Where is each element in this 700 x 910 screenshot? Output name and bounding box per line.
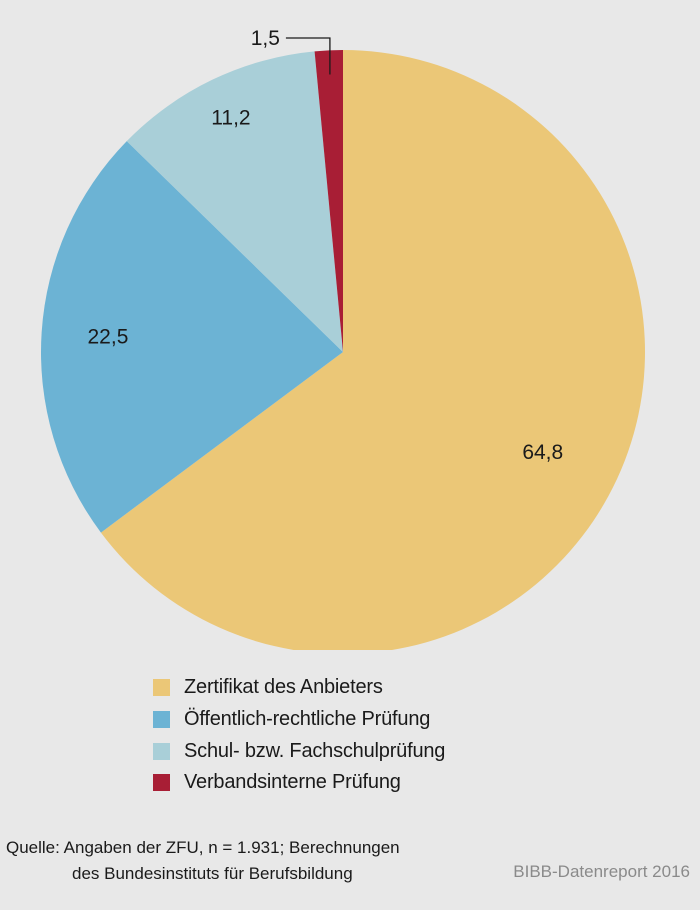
legend-item: Zertifikat des Anbieters	[153, 672, 445, 704]
pie-slice	[100, 50, 645, 650]
legend-item: Schul- bzw. Fachschulprüfung	[153, 735, 445, 767]
legend-item: Öffentlich-rechtliche Prüfung	[153, 704, 445, 736]
source-line: Quelle: Angaben der ZFU, n = 1.931; Bere…	[6, 838, 400, 857]
legend-swatch	[153, 679, 170, 697]
pie-slice	[40, 141, 343, 533]
source-line: des Bundesinstituts für Berufsbildung	[72, 864, 353, 883]
legend-swatch	[153, 774, 170, 792]
legend-swatch	[153, 742, 170, 760]
report-credit: BIBB-Datenreport 2016	[513, 862, 690, 881]
pie-slice	[126, 51, 343, 353]
callout-line	[285, 37, 331, 75]
slice-value-label: 1,5	[251, 27, 280, 50]
legend-label: Verbandsinterne Prüfung	[184, 771, 401, 794]
slice-value-label: 11,2	[211, 107, 250, 130]
legend-item: Verbandsinterne Prüfung	[153, 767, 445, 799]
slice-value-label: 64,8	[522, 441, 563, 464]
pie-chart: 64,8 22,5 11,2 1,5	[40, 27, 645, 650]
pie-slice	[314, 50, 343, 352]
legend-swatch	[153, 711, 170, 729]
legend-label: Schul- bzw. Fachschulprüfung	[184, 739, 446, 762]
slice-value-label: 22,5	[88, 325, 129, 348]
chart-legend: Zertifikat des Anbieters Öffentlich-rech…	[153, 672, 445, 799]
legend-label: Zertifikat des Anbieters	[184, 676, 383, 699]
source-note: Quelle: Angaben der ZFU, n = 1.931; Bere…	[6, 835, 400, 887]
legend-label: Öffentlich-rechtliche Prüfung	[184, 708, 431, 731]
